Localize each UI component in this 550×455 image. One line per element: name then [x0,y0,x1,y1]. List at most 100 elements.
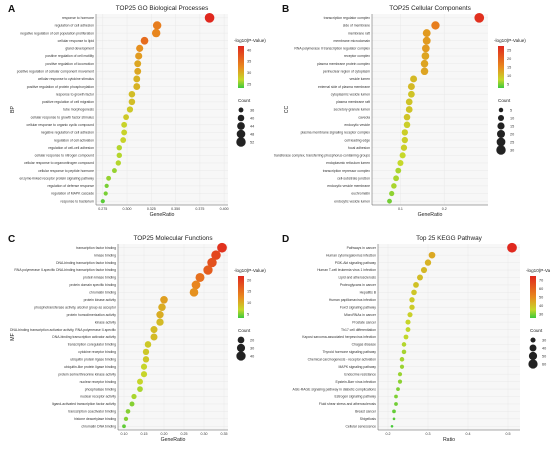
category-label: MAPK signaling pathway [338,365,376,369]
x-tick-label: 0.25 [181,432,188,436]
category-label: Lipid and atherosclerosis [338,276,376,280]
category-label: cytoplasmic vesicle lumen [331,92,370,96]
x-tick-label: 0.2 [442,207,447,211]
category-label: positive regulation of protein phosphory… [27,85,94,89]
color-legend-title: -log10(P-Value) [234,268,266,273]
data-point [156,318,164,326]
x-tick-label: 0.3 [426,432,431,436]
category-label: RNA polymerase II transcription regulato… [294,47,370,51]
category-label: protein domain specific binding [69,283,116,287]
size-legend-dot [237,114,245,122]
x-tick-label: 0.350 [171,207,180,211]
data-point [405,98,413,106]
category-label: plasma membrane protein complex [317,62,370,66]
data-point [106,175,112,181]
panel-b: B TOP25 Cellular Components 0.1 0.2 transcri… [274,4,526,218]
color-tick-label: 40 [247,48,251,52]
data-point [134,67,142,75]
category-label: cellular response to organic cyclic comp… [27,123,95,127]
data-point [140,36,149,45]
color-bar [498,46,504,88]
category-label: phosphatase binding [85,387,116,391]
category-label: Estrogen signaling pathway [335,395,377,399]
data-point [399,357,405,362]
data-point [395,167,402,174]
size-legend-label: 48 [250,132,254,136]
size-legend-dot [528,351,538,361]
data-point [411,289,417,296]
category-label: DNA-binding transcription activator acti… [52,335,116,339]
data-point [391,183,397,189]
y-axis-title: BP [10,106,16,113]
x-axis-title: Ratio [443,437,455,443]
category-label: transcription regulator complex [324,16,371,20]
panel-d: D Top 25 KEGG Pathway 0.2 0.3 0.4 0.5 Pathways… [282,234,550,443]
category-label: positive regulation of locomotion [46,62,95,66]
data-point [120,137,127,143]
category-label: response to growth factor [56,92,95,96]
data-point [203,265,213,275]
data-point [116,152,122,159]
category-label: Proteoglycans in cancer [340,283,377,287]
size-legend-label: 60 [542,362,546,366]
panel-a: A TOP25 GO Biological Processes 0.275 0.300… [8,4,266,218]
data-point [134,60,142,68]
category-label: Pathways in cancer [347,246,377,250]
color-tick-label: 5 [247,312,249,316]
category-label: caveola [358,115,370,119]
category-label: histone deacetylase binding [74,417,116,421]
category-label: kinase activity [95,320,116,324]
data-point [131,393,137,400]
data-point [204,13,215,23]
size-legend-label: 44 [250,124,254,128]
color-tick-label: 20 [507,57,511,61]
color-tick-label: 15 [247,290,251,294]
category-label: positive regulation of cell motility [45,54,94,58]
data-point [394,402,398,406]
category-label: Chagas disease [352,343,376,347]
category-label: Prostate cancer [352,320,377,324]
color-tick-label: 35 [247,60,251,64]
panel-label: C [8,234,15,245]
data-point [401,342,407,347]
size-legend-label: 10 [510,116,514,120]
category-label: membrane microdomain [333,39,370,43]
category-label: Th17 cell differentiation [341,328,376,332]
size-legend-dot [497,114,505,122]
x-tick-label: 0.10 [121,432,128,436]
category-label: phosphotransferase activity, alcohol gro… [34,305,117,309]
y-axis-title: CC [284,106,290,114]
category-label: regulation of MAPK cascade [51,192,94,196]
category-label: cellular response to growth factor stimu… [31,115,95,119]
size-legend-dot [237,336,245,344]
category-label: endocytic vesicle [344,123,370,127]
data-point [150,333,158,341]
data-point [421,44,430,53]
color-tick-label: 10 [247,301,251,305]
category-label: perinuclear region of cytoplasm [323,70,370,74]
data-point [417,274,423,281]
data-point [135,52,143,60]
data-point [405,319,411,325]
category-label: AGE-RAGE signaling pathway in diabetic c… [293,387,377,391]
size-legend-dot [237,122,245,130]
data-point [392,417,396,421]
category-label: positive regulation of cell migration [42,100,94,104]
category-label: Human T-cell leukemia virus 1 infection [317,268,376,272]
category-label: regulation of defense response [47,184,94,188]
data-point [207,257,217,268]
data-point [112,168,117,174]
category-label: endocytic vesicle lumen [334,199,370,203]
x-tick-label: 0.5 [506,432,511,436]
category-label: nuclear receptor binding [80,380,116,384]
category-label: cytokine receptor binding [78,350,116,354]
size-legend-label: 30 [542,338,546,342]
color-bar [238,46,244,88]
data-point [410,75,418,83]
color-tick-label: 20 [247,278,251,282]
data-point [401,136,408,144]
data-point [125,409,131,414]
data-point [387,198,392,204]
data-point [407,83,415,91]
category-label: Cellular senescence [345,424,376,428]
